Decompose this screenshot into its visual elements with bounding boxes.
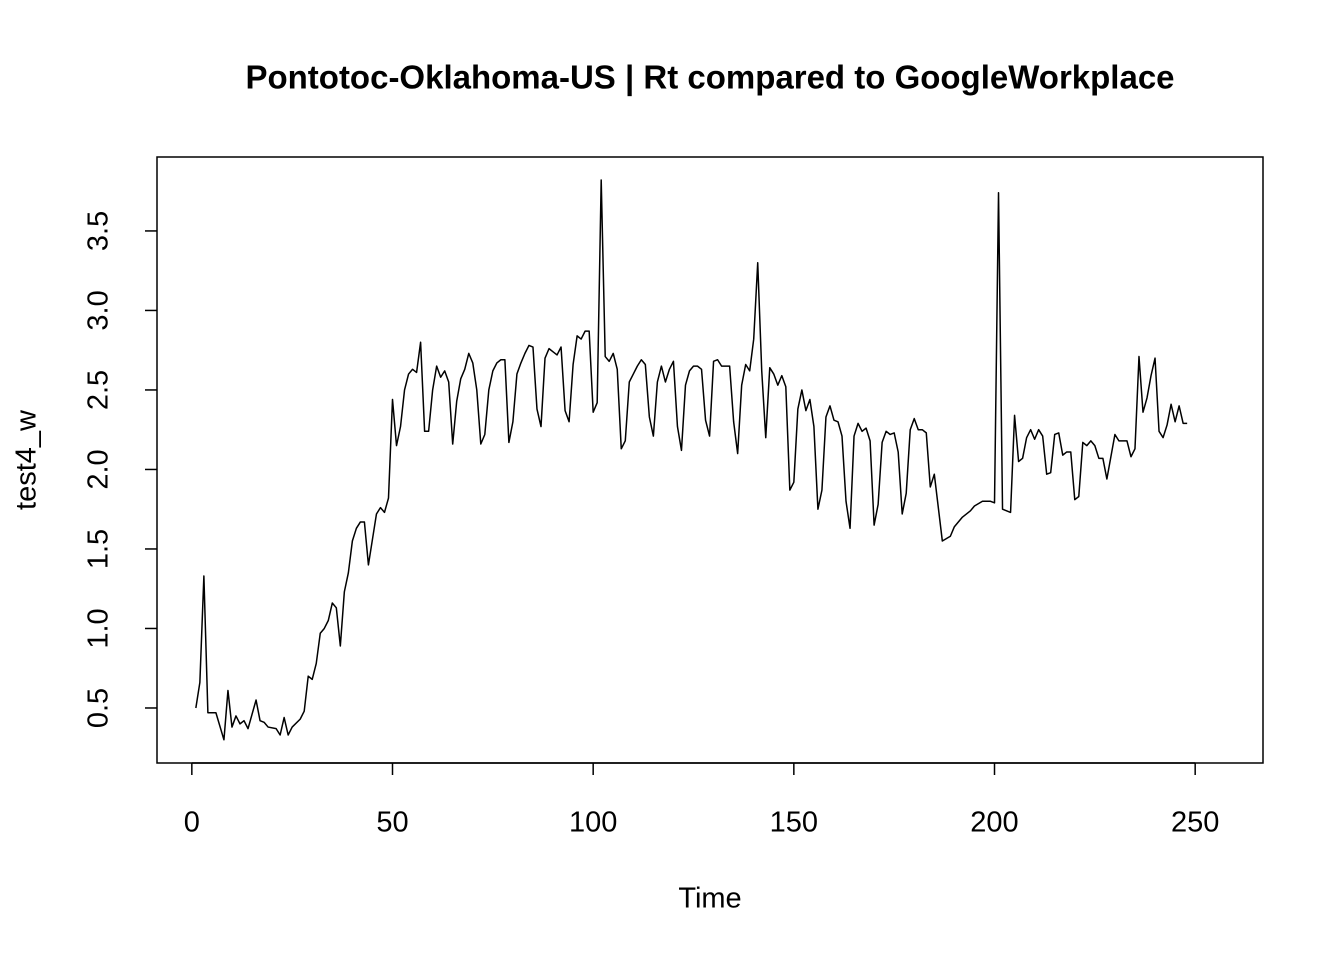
chart-title: Pontotoc-Oklahoma-US | Rt compared to Go… [245,59,1174,96]
x-axis-label: Time [678,883,741,915]
x-tick-label: 100 [569,807,617,839]
x-tick-label: 250 [1171,807,1219,839]
y-tick-label: 3.5 [83,211,115,251]
y-tick-label: 2.5 [83,370,115,410]
y-tick-label: 0.5 [83,688,115,728]
x-tick-label: 200 [970,807,1018,839]
x-tick-label: 50 [376,807,408,839]
y-tick-label: 1.5 [83,529,115,569]
x-tick-label: 0 [184,807,200,839]
y-axis-label: test4_w [11,409,43,510]
plot-frame [156,156,1264,764]
y-tick-label: 3.0 [83,290,115,330]
y-tick-label: 1.0 [83,608,115,648]
y-tick-label: 2.0 [83,449,115,489]
x-tick-label: 150 [770,807,818,839]
series-line [195,179,1188,741]
